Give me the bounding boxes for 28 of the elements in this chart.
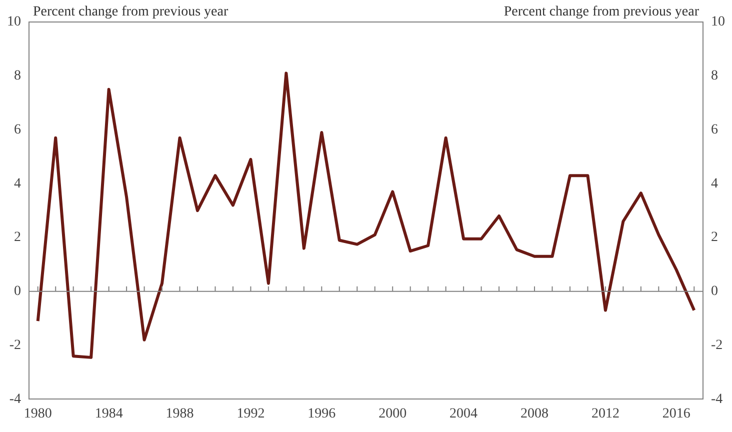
y-tick-label: 2 (14, 230, 21, 246)
y-tick-label: 10 (7, 14, 21, 30)
y2-tick-label: 10 (711, 14, 725, 30)
x-tick-label: 1980 (24, 406, 52, 422)
x-tick-label: 1996 (308, 406, 336, 422)
x-tick-label: 2000 (378, 406, 407, 422)
x-tick-label: 2012 (591, 406, 620, 422)
y-tick-label: 6 (14, 122, 21, 138)
y-axis-title: Percent change from previous year (33, 4, 228, 20)
y-tick-label: 4 (14, 176, 21, 192)
y-tick-label: -4 (9, 392, 21, 407)
x-tick-label: 1984 (94, 406, 123, 422)
y2-axis-title: Percent change from previous year (504, 4, 700, 20)
y2-tick-label: 8 (711, 68, 718, 84)
x-tick-label: 1988 (166, 406, 194, 422)
x-tick-label: 2008 (520, 406, 548, 422)
y2-tick-label: 2 (711, 230, 718, 246)
x-tick-label: 2016 (662, 406, 690, 422)
y2-tick-label: -4 (711, 392, 723, 407)
y2-tick-label: 0 (711, 284, 718, 300)
y-tick-label: 0 (14, 284, 21, 300)
y-tick-label: -2 (9, 338, 21, 353)
x-tick-label: 2004 (450, 406, 478, 422)
y2-tick-label: 4 (711, 176, 718, 192)
y2-tick-label: 6 (711, 122, 718, 138)
y-tick-label: 8 (14, 68, 21, 84)
y2-tick-label: -2 (711, 338, 723, 353)
x-tick-label: 1992 (236, 406, 265, 422)
